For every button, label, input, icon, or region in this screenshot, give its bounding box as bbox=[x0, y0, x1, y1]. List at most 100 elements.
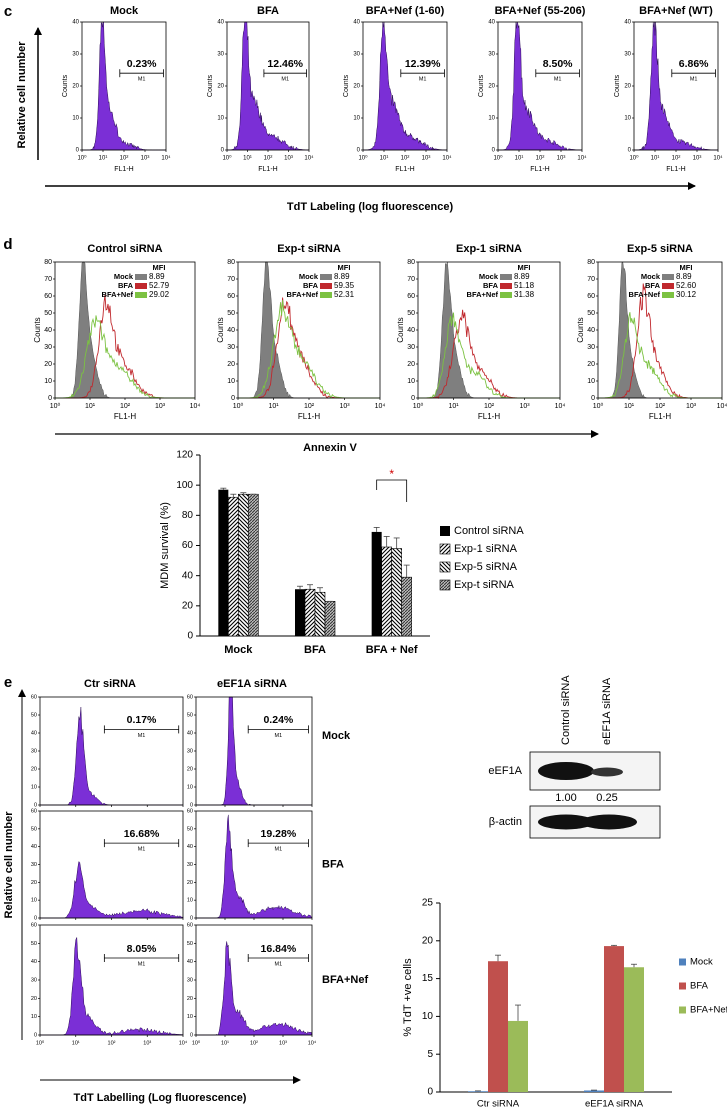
y-tick-label: 20 bbox=[587, 361, 595, 368]
y-tick-label: 80 bbox=[227, 259, 235, 266]
gate-name: M1 bbox=[275, 847, 283, 853]
y-tick-label: 30 bbox=[31, 862, 37, 868]
legend-label: BFA bbox=[690, 981, 709, 992]
y-axis-label: Counts bbox=[396, 317, 405, 342]
gate-percent: 8.05% bbox=[127, 943, 157, 955]
legend-name: Mock bbox=[114, 272, 134, 281]
plot-title: BFA bbox=[257, 5, 279, 17]
bar bbox=[468, 1091, 488, 1092]
x-axis-label: FL1-H bbox=[530, 166, 549, 173]
x-axis-label: FL1-H bbox=[395, 166, 414, 173]
x-tick-label: 10¹ bbox=[515, 156, 524, 162]
x-tick-label: 10⁰ bbox=[629, 155, 639, 162]
x-tick-label: 10³ bbox=[519, 403, 530, 410]
y-tick-label: 20 bbox=[72, 84, 79, 90]
bar bbox=[371, 531, 382, 636]
x-tick-label: 10⁴ bbox=[577, 155, 587, 162]
y-tick-label: 40 bbox=[187, 730, 193, 736]
bar bbox=[314, 591, 326, 637]
x-axis-label: FL1-H bbox=[649, 412, 671, 421]
legend-label: Control siRNA bbox=[454, 525, 524, 537]
x-axis-label: FL1-H bbox=[298, 412, 320, 421]
y-tick-label: 40 bbox=[187, 959, 193, 965]
legend-name: Mock bbox=[299, 272, 319, 281]
plot-frame bbox=[39, 924, 184, 1036]
y-tick-label: 30 bbox=[31, 748, 37, 754]
legend-name: BFA+Nef bbox=[467, 290, 499, 299]
plot-frame bbox=[497, 21, 583, 151]
legend-label: Exp-t siRNA bbox=[454, 579, 515, 591]
y-tick-label: 20 bbox=[31, 766, 37, 772]
gate-percent: 0.23% bbox=[127, 58, 157, 70]
bar bbox=[508, 1020, 528, 1092]
y-tick-label: 50 bbox=[587, 310, 595, 317]
x-tick-label: 10⁰ bbox=[493, 155, 503, 162]
bar bbox=[238, 493, 249, 637]
histogram-shape bbox=[226, 21, 310, 151]
y-tick-label: 0 bbox=[411, 395, 415, 402]
axis-title: Annexin V bbox=[303, 442, 357, 454]
blot-band bbox=[591, 767, 623, 777]
y-tick-label: 50 bbox=[407, 310, 415, 317]
legend-name: BFA bbox=[118, 281, 134, 290]
x-tick-label: 10² bbox=[250, 1040, 258, 1046]
histogram-shape bbox=[40, 860, 184, 919]
y-tick-label: 50 bbox=[31, 712, 37, 718]
y-tick-label: 10 bbox=[44, 378, 52, 385]
plot-frame bbox=[195, 696, 313, 806]
bar bbox=[248, 493, 259, 637]
plot-title: BFA+Nef (55-206) bbox=[495, 5, 586, 17]
bar bbox=[584, 1090, 604, 1092]
y-tick-label: 20 bbox=[31, 996, 37, 1002]
column-title: Ctr siRNA bbox=[84, 678, 136, 690]
x-tick-label: 10³ bbox=[686, 403, 697, 410]
x-tick-label: 10² bbox=[120, 156, 129, 162]
y-tick-label: 50 bbox=[31, 826, 37, 832]
y-tick-label: 0 bbox=[591, 395, 595, 402]
gate-percent: 12.46% bbox=[267, 58, 303, 70]
y-tick-label: 15 bbox=[422, 973, 434, 984]
x-axis-label: FL1-H bbox=[478, 412, 500, 421]
x-tick-label: 10¹ bbox=[380, 156, 389, 162]
x-tick-label: 10² bbox=[536, 156, 545, 162]
y-tick-label: 10 bbox=[217, 116, 224, 122]
y-tick-label: 60 bbox=[187, 808, 193, 814]
bar bbox=[391, 548, 402, 637]
y-tick-label: 40 bbox=[72, 20, 79, 26]
x-tick-label: 10¹ bbox=[243, 156, 252, 162]
y-tick-label: 40 bbox=[31, 844, 37, 850]
legend-swatch bbox=[440, 526, 450, 536]
y-tick-label: 30 bbox=[31, 977, 37, 983]
y-tick-label: 10 bbox=[624, 116, 631, 122]
x-tick-label: 10² bbox=[401, 156, 410, 162]
y-tick-label: 10 bbox=[407, 378, 415, 385]
lane-label: eEF1A siRNA bbox=[601, 677, 613, 745]
x-tick-label: 10⁴ bbox=[190, 403, 201, 410]
x-tick-label: 10⁴ bbox=[308, 1039, 317, 1046]
x-tick-label: BFA + Nef bbox=[366, 644, 418, 656]
y-tick-label: 20 bbox=[187, 996, 193, 1002]
y-tick-label: 0 bbox=[48, 395, 52, 402]
gate-name: M1 bbox=[138, 733, 146, 739]
legend-value: 8.89 bbox=[676, 272, 692, 281]
plot-frame bbox=[81, 21, 167, 151]
gate-name: M1 bbox=[138, 77, 146, 83]
y-tick-label: 80 bbox=[587, 259, 595, 266]
histogram-shape bbox=[40, 937, 184, 1036]
x-tick-label: 10⁴ bbox=[179, 1039, 188, 1046]
y-tick-label: 20 bbox=[187, 880, 193, 886]
plot-title: Exp-5 siRNA bbox=[627, 243, 693, 255]
x-tick-label: 10⁴ bbox=[375, 403, 386, 410]
x-tick-label: 10² bbox=[108, 1040, 116, 1046]
y-tick-label: 20 bbox=[31, 880, 37, 886]
panel-label: e bbox=[4, 674, 12, 691]
gate-percent: 19.28% bbox=[261, 828, 297, 840]
plot-title: Mock bbox=[110, 5, 139, 17]
legend-value: 52.31 bbox=[334, 290, 355, 299]
y-axis-label: Counts bbox=[207, 74, 214, 97]
x-tick-label: Ctr siRNA bbox=[477, 1099, 520, 1110]
x-tick-label: 10¹ bbox=[99, 156, 108, 162]
x-tick-label: 10⁰ bbox=[593, 402, 604, 410]
plot-title: Control siRNA bbox=[87, 243, 162, 255]
